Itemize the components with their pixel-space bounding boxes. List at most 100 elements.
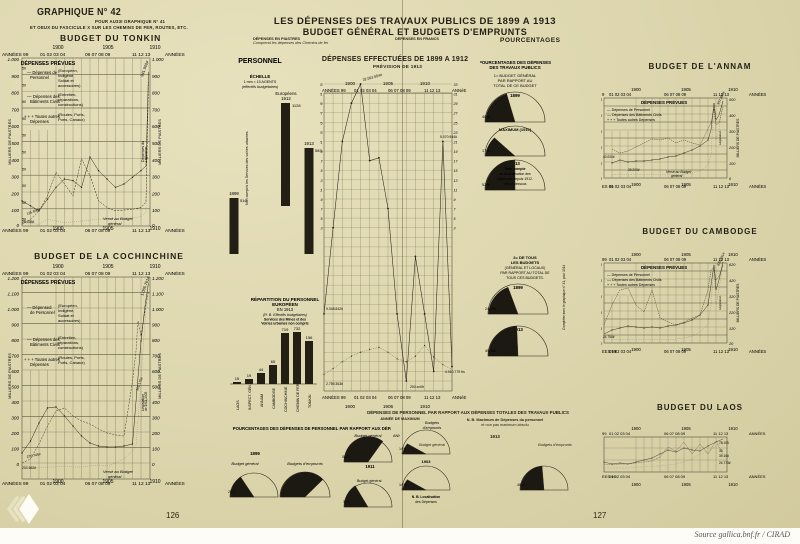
- svg-text:(GÉNÉRAL ET LOCAUX): (GÉNÉRAL ET LOCAUX): [505, 265, 546, 270]
- svg-text:ÉCHELLE: ÉCHELLE: [250, 74, 271, 79]
- svg-text:900: 900: [11, 74, 19, 79]
- svg-text:PAR RAPPORT AU TOTAL DE: PAR RAPPORT AU TOTAL DE: [500, 271, 550, 275]
- svg-text:Personnel: Personnel: [30, 75, 49, 80]
- svg-text:1910: 1910: [149, 479, 160, 485]
- svg-text:19: 19: [454, 150, 458, 154]
- svg-text:1913: 1913: [304, 141, 314, 146]
- svg-text:100: 100: [152, 208, 160, 213]
- svg-text:–– Dépenses des Bâtiments Civi: –– Dépenses des Bâtiments Civils: [607, 113, 662, 117]
- svg-text:620: 620: [729, 263, 736, 267]
- svg-text:400: 400: [11, 400, 19, 405]
- svg-text:600: 600: [11, 124, 19, 129]
- svg-text:1.000: 1.000: [152, 307, 164, 312]
- svg-text:900: 900: [152, 74, 160, 79]
- svg-text:TOTAL DE CE BUDGET: TOTAL DE CE BUDGET: [493, 83, 537, 88]
- svg-text:ANNÉES: ANNÉES: [165, 270, 185, 277]
- svg-text:–– Dépenses des Bâtiments Civi: –– Dépenses des Bâtiments Civils: [607, 278, 662, 282]
- svg-text:1912: 1912: [281, 96, 291, 101]
- svg-text:500: 500: [11, 141, 19, 146]
- svg-text:MILLIERS DE PIASTRES: MILLIERS DE PIASTRES: [157, 119, 162, 165]
- svg-text:300: 300: [152, 175, 160, 180]
- svg-text:100: 100: [729, 162, 736, 166]
- svg-text:Ports, Canaux): Ports, Canaux): [58, 360, 85, 365]
- svg-text:50: 50: [22, 67, 26, 71]
- svg-text:156: 156: [306, 335, 313, 340]
- svg-text:06 07 08 09: 06 07 08 09: [664, 257, 687, 262]
- svg-text:DÉPENSES PRÉVUES: DÉPENSES PRÉVUES: [641, 265, 687, 270]
- svg-text:Compléter avec le graphique n°: Compléter avec le graphique n° 41, pour …: [562, 265, 566, 330]
- svg-text:65: 65: [271, 359, 276, 364]
- svg-text:1.200: 1.200: [152, 276, 164, 281]
- svg-text:COCHINCHINE: COCHINCHINE: [284, 386, 288, 412]
- svg-text:3: 3: [454, 227, 456, 231]
- svg-text:24.750#: 24.750#: [603, 335, 615, 339]
- svg-text:125.650#: 125.650#: [26, 207, 41, 216]
- svg-text:ANNÉES 99: ANNÉES 99: [2, 227, 29, 234]
- svg-text:1.100: 1.100: [8, 292, 20, 297]
- svg-text:Bâtiments Civils: Bâtiments Civils: [30, 342, 60, 347]
- svg-text:11 12 13: 11 12 13: [424, 88, 441, 93]
- svg-text:1900: 1900: [631, 252, 641, 257]
- svg-text:1900: 1900: [631, 87, 641, 92]
- svg-text:TOUS CES BUDGETS.: TOUS CES BUDGETS.: [506, 276, 544, 280]
- svg-text:15: 15: [235, 376, 240, 381]
- svg-text:de Personnel: de Personnel: [30, 310, 55, 315]
- svg-text:1 mm = 10 AGENTS: 1 mm = 10 AGENTS: [244, 80, 277, 84]
- svg-text:1910: 1910: [149, 45, 160, 51]
- svg-text:Budgets: Budgets: [425, 421, 439, 425]
- svg-text:(effectifs budgétaires): (effectifs budgétaires): [242, 85, 279, 89]
- svg-text:800: 800: [152, 91, 160, 96]
- svg-text:MILLIERS DE PIASTRES: MILLIERS DE PIASTRES: [157, 353, 162, 399]
- svg-text:25: 25: [453, 121, 458, 125]
- svg-text:800: 800: [152, 338, 160, 343]
- svg-text:1.200: 1.200: [8, 276, 20, 281]
- svg-text:ANNÉES: ANNÉES: [165, 51, 185, 58]
- svg-text:ANNÉES: ANNÉES: [165, 227, 185, 234]
- svg-text:25,7: 25,7: [228, 490, 235, 494]
- svg-text:01 02 03 04: 01 02 03 04: [40, 52, 66, 58]
- svg-text:50: 50: [22, 134, 26, 138]
- svg-text:1911: 1911: [365, 464, 375, 469]
- svg-text:420: 420: [601, 279, 603, 283]
- svg-text:400: 400: [11, 158, 19, 163]
- svg-text:MILLIERS DE PIASTRES: MILLIERS DE PIASTRES: [736, 283, 740, 323]
- svg-text:46%: 46%: [482, 115, 490, 119]
- svg-text:31: 31: [454, 93, 458, 97]
- svg-text:+ + + Toutes autres Dépenses: + + + Toutes autres Dépenses: [607, 118, 655, 122]
- svg-text:0: 0: [16, 223, 19, 228]
- svg-text:5.070.944#: 5.070.944#: [440, 135, 457, 139]
- svg-text:1910: 1910: [728, 87, 738, 92]
- svg-text:28.035#: 28.035#: [22, 220, 34, 224]
- svg-text:Législation: Législation: [144, 147, 148, 162]
- svg-text:400: 400: [152, 400, 160, 405]
- svg-text:5: 5: [454, 217, 456, 221]
- svg-text:1905: 1905: [102, 479, 113, 485]
- svg-text:78.105: 78.105: [719, 441, 729, 445]
- svg-text:50: 50: [22, 167, 26, 171]
- svg-text:52%: 52%: [482, 183, 490, 187]
- svg-text:700: 700: [11, 354, 19, 359]
- svg-text:200.xx0fr: 200.xx0fr: [410, 385, 425, 389]
- svg-text:Voir ci-dessous: Voir ci-dessous: [504, 182, 527, 186]
- svg-text:24,5%: 24,5%: [485, 307, 496, 311]
- svg-text:14%: 14%: [399, 483, 407, 487]
- svg-text:1910: 1910: [728, 482, 738, 487]
- svg-text:300: 300: [152, 416, 160, 421]
- svg-text:+ + + Toutes autres Dépenses: + + + Toutes autres Dépenses: [607, 283, 655, 287]
- svg-text:33: 33: [454, 83, 458, 87]
- svg-text:700: 700: [152, 107, 160, 112]
- svg-text:500: 500: [11, 385, 19, 390]
- svg-text:ANNÉES 99: ANNÉES 99: [2, 480, 29, 487]
- svg-text:1910: 1910: [149, 226, 160, 232]
- svg-text:LES BUDGETS: LES BUDGETS: [511, 260, 540, 265]
- svg-text:POURCENTAGES DES DÉPENSES DE P: POURCENTAGES DES DÉPENSES DE PERSONNEL P…: [233, 426, 392, 431]
- svg-text:1910: 1910: [728, 252, 738, 257]
- svg-text:ANNÉES: ANNÉES: [749, 184, 766, 189]
- svg-text:500: 500: [729, 98, 736, 102]
- svg-text:Voiries urbaines non compris: Voiries urbaines non compris: [261, 321, 309, 325]
- svg-text:LAOS: LAOS: [236, 400, 240, 410]
- svg-text:1910: 1910: [149, 264, 160, 270]
- svg-text:accessoires): accessoires): [58, 318, 81, 323]
- svg-text:900: 900: [152, 323, 160, 328]
- svg-text:32.591.654#: 32.591.654#: [362, 73, 382, 82]
